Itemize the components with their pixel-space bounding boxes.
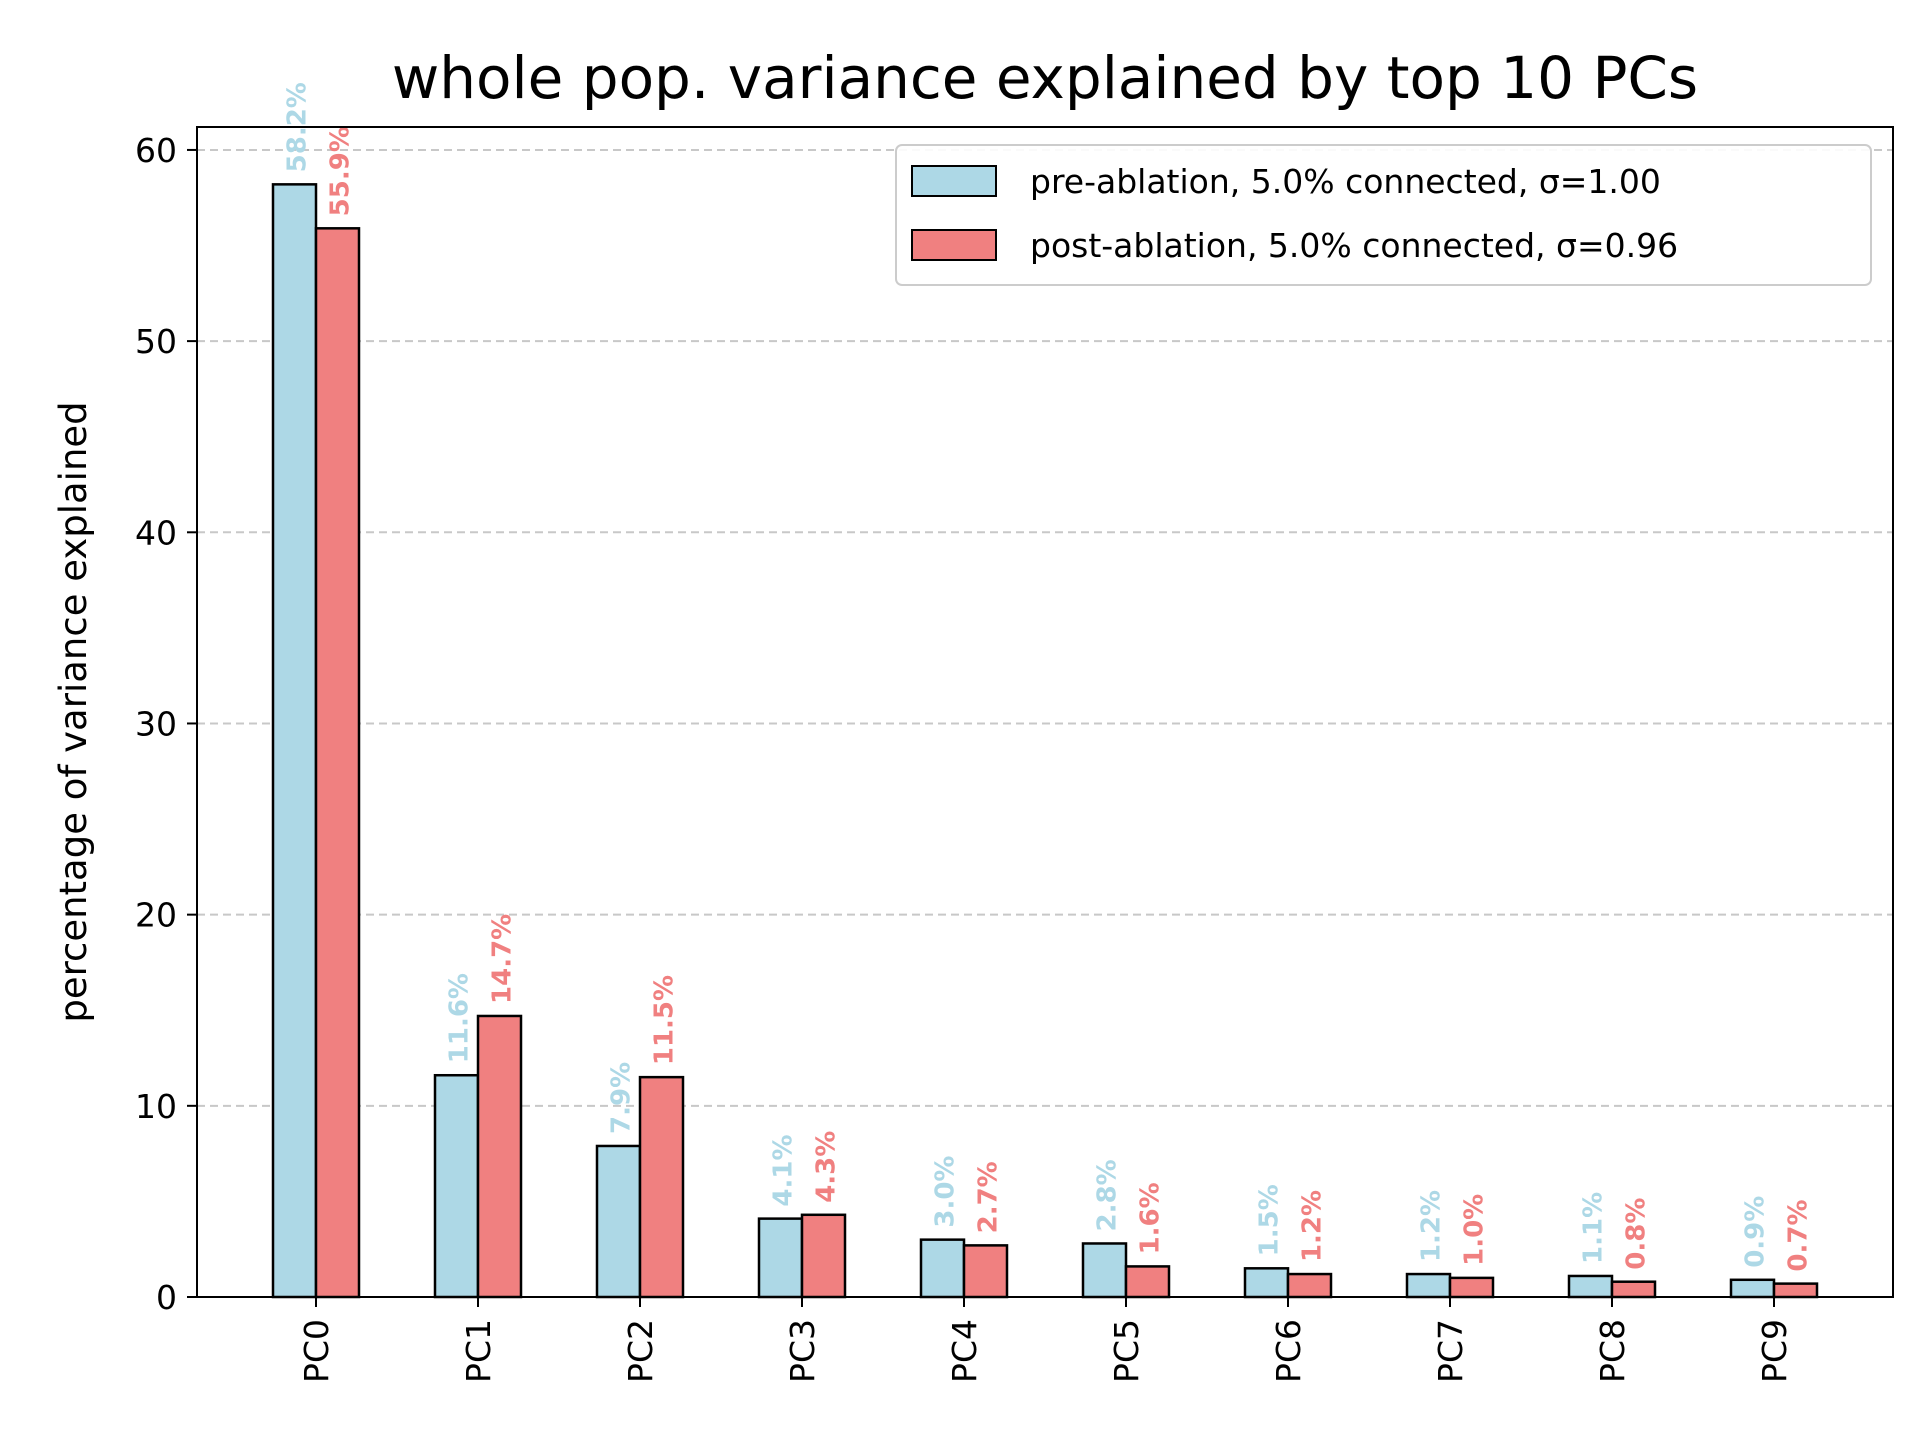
data-label-post-PC4: 2.7%: [974, 1161, 1004, 1233]
data-label-pre-PC3: 4.1%: [769, 1135, 799, 1207]
plot-frame: [196, 126, 1894, 1298]
y-axis-label: percentage of variance explained: [52, 401, 95, 1022]
data-label-post-PC9: 0.7%: [1784, 1200, 1814, 1272]
x-tick-label-PC1: PC1: [459, 1319, 498, 1383]
data-label-post-PC5: 1.6%: [1136, 1182, 1166, 1254]
y-tick-label: 10: [135, 1087, 177, 1126]
bar-post-PC3: [800, 1213, 847, 1299]
bar-post-PC7: [1448, 1276, 1495, 1299]
data-label-post-PC3: 4.3%: [812, 1131, 842, 1203]
bar-pre-PC4: [919, 1238, 966, 1299]
bars: [271, 183, 1819, 1299]
bar-pre-PC0: [271, 183, 318, 1299]
bar-post-PC2: [638, 1075, 685, 1299]
data-label-pre-PC1: 11.6%: [445, 973, 475, 1063]
x-tick-label-PC7: PC7: [1431, 1319, 1470, 1383]
bar-post-PC4: [962, 1244, 1009, 1299]
legend: pre-ablation, 5.0% connected, σ=1.00 pos…: [895, 144, 1872, 286]
chart-title: whole pop. variance explained by top 10 …: [392, 44, 1698, 112]
bar-pre-PC1: [433, 1073, 480, 1299]
y-axis: 0 10 20 30 40 50 60: [135, 131, 197, 1317]
x-tick-label-PC3: PC3: [783, 1319, 822, 1383]
x-tick-label-PC9: PC9: [1755, 1319, 1794, 1383]
legend-swatch-post-ablation: [911, 229, 997, 261]
legend-label-post-ablation: post-ablation, 5.0% connected, σ=0.96: [1030, 226, 1678, 265]
bar-post-PC6: [1286, 1272, 1333, 1299]
bar-pre-PC7: [1405, 1272, 1452, 1299]
y-tick-label: 30: [135, 704, 177, 743]
data-label-pre-PC7: 1.2%: [1417, 1190, 1447, 1262]
y-tick-label: 20: [135, 896, 177, 935]
y-tick-label: 40: [135, 513, 177, 552]
data-label-pre-PC4: 3.0%: [931, 1156, 961, 1228]
data-label-pre-PC2: 7.9%: [607, 1062, 637, 1134]
x-tick-label-PC6: PC6: [1269, 1319, 1308, 1383]
legend-box: [895, 144, 1872, 286]
x-tick-label-PC8: PC8: [1593, 1319, 1632, 1383]
data-label-post-PC0: 55.9%: [326, 126, 356, 216]
x-tick-label-PC5: PC5: [1107, 1319, 1146, 1383]
y-tick-label: 0: [156, 1278, 177, 1317]
data-label-pre-PC5: 2.8%: [1093, 1159, 1123, 1231]
y-tick-label: 50: [135, 322, 177, 361]
y-tick-label: 60: [135, 131, 177, 170]
legend-swatch-pre-ablation: [911, 165, 997, 197]
bar-post-PC5: [1124, 1265, 1171, 1299]
bar-pre-PC2: [595, 1144, 642, 1299]
data-label-pre-PC8: 1.1%: [1579, 1192, 1609, 1264]
bar-pre-PC9: [1729, 1278, 1776, 1299]
data-label-post-PC6: 1.2%: [1298, 1190, 1328, 1262]
data-label-post-PC2: 11.5%: [650, 975, 680, 1065]
data-labels: 58.2% 55.9%11.6%14.7%7.9%11.5%4.1% 4.3% 3.0…: [283, 82, 1814, 1271]
bar-pre-PC8: [1567, 1274, 1614, 1299]
data-label-pre-PC9: 0.9%: [1741, 1196, 1771, 1268]
data-label-pre-PC6: 1.5%: [1255, 1184, 1285, 1256]
bar-pre-PC6: [1243, 1267, 1290, 1299]
x-tick-label-PC4: PC4: [945, 1319, 984, 1383]
data-label-post-PC1: 14.7%: [488, 914, 518, 1004]
bar-post-PC9: [1772, 1282, 1819, 1299]
bar-post-PC8: [1610, 1280, 1657, 1299]
bar-pre-PC5: [1081, 1242, 1128, 1299]
data-label-post-PC8: 0.8%: [1622, 1198, 1652, 1270]
x-axis: PC0 PC1 PC2 PC3 PC4 PC5 PC6 PC7 PC8 PC9: [297, 1297, 1794, 1383]
bar-post-PC0: [314, 227, 361, 1299]
legend-label-pre-ablation: pre-ablation, 5.0% connected, σ=1.00: [1030, 162, 1661, 201]
data-label-post-PC7: 1.0%: [1460, 1194, 1490, 1266]
x-tick-label-PC2: PC2: [621, 1319, 660, 1383]
bar-post-PC1: [476, 1014, 523, 1299]
x-tick-label-PC0: PC0: [297, 1319, 336, 1383]
bar-pre-PC3: [757, 1217, 804, 1299]
